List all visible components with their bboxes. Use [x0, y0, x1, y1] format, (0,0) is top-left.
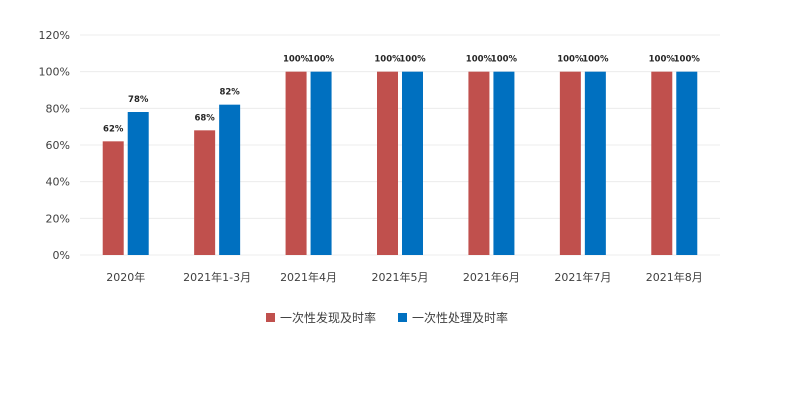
bar-handling-rate [493, 71, 515, 256]
bar-discovery-rate [194, 130, 216, 255]
data-label: 100% [491, 55, 518, 65]
x-category-label: 2021年1-3月 [183, 270, 251, 284]
bar-handling-rate [402, 71, 423, 256]
data-label: 100% [649, 55, 676, 65]
data-label: 100% [308, 55, 335, 65]
bar-handling-rate [676, 71, 698, 256]
bar-discovery-rate [651, 71, 673, 256]
legend-swatch-handling [398, 313, 407, 322]
data-label: 100% [582, 55, 609, 65]
legend-swatch-discovery [266, 313, 275, 322]
y-tick-label: 100% [39, 66, 70, 79]
legend: 一次性发现及时率 一次性处理及时率 [266, 310, 508, 325]
data-label: 100% [283, 55, 310, 65]
y-tick-label: 0% [53, 249, 70, 262]
bar-discovery-rate [377, 71, 398, 256]
bar-handling-rate [219, 104, 241, 256]
legend-label-handling: 一次性处理及时率 [412, 310, 508, 325]
y-tick-label: 40% [46, 176, 70, 189]
x-axis-labels: 2020年 2021年1-3月 2021年4月 2021年5月 2021年6月 2021年… [106, 270, 703, 284]
data-label: 62% [103, 124, 124, 134]
bar-discovery-rate [285, 71, 307, 256]
gridlines [80, 34, 720, 256]
data-label: 82% [219, 88, 240, 98]
bar-handling-rate [584, 71, 606, 256]
data-labels: 62%78%68%82%100%100% 100%100% 100%100% 100%… [103, 55, 700, 135]
data-label: 78% [128, 95, 149, 105]
bar-discovery-rate [468, 71, 490, 256]
x-category-label: 2021年8月 [646, 270, 703, 284]
data-label: 68% [194, 113, 215, 123]
data-label: 100% [399, 55, 426, 65]
bar-discovery-rate [102, 141, 124, 255]
y-axis-ticks: 0% 20% 40% 60% 80% 100% 120% [39, 29, 70, 262]
bars [102, 71, 698, 256]
x-category-label: 2021年5月 [372, 270, 429, 284]
y-tick-label: 80% [46, 102, 70, 115]
y-tick-label: 20% [46, 212, 70, 225]
data-label: 100% [374, 55, 401, 65]
y-tick-label: 60% [46, 139, 70, 152]
data-label: 100% [557, 55, 584, 65]
bar-handling-rate [310, 71, 332, 256]
legend-label-discovery: 一次性发现及时率 [280, 310, 376, 325]
data-label: 100% [466, 55, 493, 65]
x-category-label: 2021年6月 [463, 270, 520, 284]
data-label: 100% [674, 55, 701, 65]
x-category-label: 2021年4月 [280, 270, 337, 284]
x-category-label: 2020年 [106, 270, 145, 284]
x-category-label: 2021年7月 [554, 270, 611, 284]
bar-handling-rate [127, 112, 149, 255]
y-tick-label: 120% [39, 29, 70, 42]
bar-discovery-rate [559, 71, 581, 256]
